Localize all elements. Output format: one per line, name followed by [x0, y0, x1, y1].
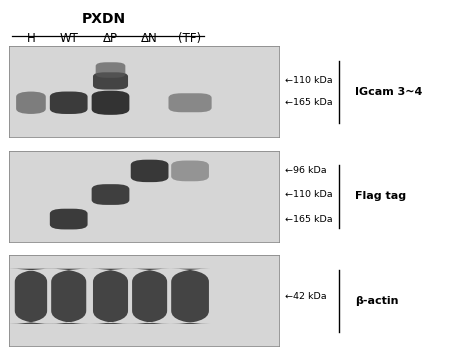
Text: WT: WT	[59, 32, 78, 45]
Text: IGcam 3~4: IGcam 3~4	[355, 87, 423, 97]
FancyBboxPatch shape	[131, 160, 168, 182]
Text: H: H	[27, 32, 35, 45]
FancyBboxPatch shape	[168, 93, 212, 112]
FancyBboxPatch shape	[93, 72, 128, 90]
FancyBboxPatch shape	[50, 209, 88, 230]
FancyBboxPatch shape	[129, 269, 171, 324]
FancyBboxPatch shape	[47, 269, 90, 324]
FancyBboxPatch shape	[96, 62, 125, 78]
Text: ←96 kDa: ←96 kDa	[285, 166, 326, 175]
FancyBboxPatch shape	[171, 161, 209, 181]
FancyBboxPatch shape	[16, 91, 46, 114]
FancyBboxPatch shape	[50, 91, 88, 114]
Text: ←165 kDa: ←165 kDa	[285, 215, 333, 223]
Text: ←165 kDa: ←165 kDa	[285, 98, 333, 107]
Text: ←42 kDa: ←42 kDa	[285, 292, 326, 301]
FancyBboxPatch shape	[170, 269, 210, 324]
FancyBboxPatch shape	[8, 269, 53, 324]
FancyBboxPatch shape	[91, 91, 129, 115]
Text: ←110 kDa: ←110 kDa	[285, 76, 333, 85]
Text: ←110 kDa: ←110 kDa	[285, 190, 333, 199]
Text: Flag tag: Flag tag	[355, 191, 406, 201]
Text: PXDN: PXDN	[82, 12, 126, 26]
Text: (TF): (TF)	[179, 32, 202, 45]
Text: ΔN: ΔN	[141, 32, 158, 45]
Text: ΔP: ΔP	[103, 32, 118, 45]
FancyBboxPatch shape	[91, 184, 129, 205]
FancyBboxPatch shape	[89, 269, 132, 324]
Text: β-actin: β-actin	[355, 296, 399, 306]
